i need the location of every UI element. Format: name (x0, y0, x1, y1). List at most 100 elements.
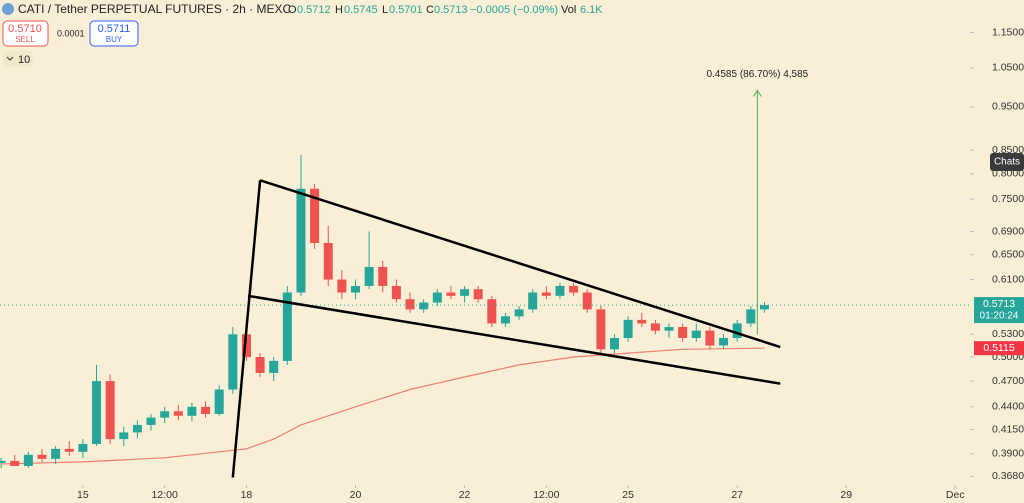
candle-body (637, 319, 647, 324)
candle-body (201, 406, 211, 414)
candle-body (337, 279, 347, 293)
x-tick-label: 15 (77, 489, 89, 501)
sell-label: SELL (15, 35, 35, 44)
candle-body (514, 309, 524, 317)
buy-button[interactable] (89, 20, 139, 47)
spread: 0.0001 (57, 28, 85, 38)
candle-body (64, 448, 74, 452)
candle-body (378, 266, 388, 286)
x-tick-label: 20 (350, 489, 362, 501)
candle-body (282, 292, 292, 361)
candle-body (269, 360, 279, 373)
candle-body (214, 389, 224, 414)
candle-body (528, 292, 538, 310)
change: −0.0005 (−0.09%) (470, 4, 558, 16)
candle-body (609, 337, 619, 350)
l-value: 0.5701 (389, 4, 423, 16)
candle-body (460, 289, 470, 296)
y-tick-label: 0.6100 (992, 273, 1024, 285)
candle-body (10, 460, 20, 466)
candle-body (23, 454, 33, 466)
candle-body (759, 305, 769, 310)
candle-body (432, 292, 442, 303)
indicator-count: 10 (18, 54, 30, 66)
candle-body (500, 316, 510, 324)
y-tick-label: 0.7500 (992, 193, 1024, 205)
candle-body (51, 448, 61, 459)
x-tick-label: Dec (946, 489, 965, 501)
x-tick-label: 22 (459, 489, 471, 501)
candle-body (446, 292, 456, 296)
ema-price-box (974, 341, 1024, 356)
y-tick-label: 1.1500 (992, 26, 1024, 38)
sell-price: 0.5710 (8, 23, 42, 35)
y-tick-label: 0.9500 (992, 101, 1024, 113)
c-value: 0.5713 (434, 4, 468, 16)
candle-body (391, 285, 401, 300)
candle-body (105, 381, 115, 440)
trend-line (259, 179, 781, 349)
y-tick-label: 1.0500 (992, 62, 1024, 74)
y-tick-label: 0.6500 (992, 249, 1024, 261)
y-tick-label: 0.3680 (992, 470, 1024, 482)
candle-body (719, 337, 729, 346)
l-label: L (382, 4, 388, 16)
candle-body (364, 266, 374, 286)
symbol: CATI / Tether PERPETUAL FUTURES · 2h · M… (18, 2, 292, 16)
candle-body (0, 460, 6, 463)
candle-body (664, 327, 674, 331)
last-price-box (974, 297, 1024, 324)
header: CATI / Tether PERPETUAL FUTURES · 2h · M… (2, 2, 603, 67)
vol-value: 6.1K (580, 4, 603, 16)
y-tick-label: 0.4150 (992, 423, 1024, 435)
candle-body (310, 188, 320, 243)
candle-body (541, 292, 551, 296)
x-tick-label: 18 (241, 489, 253, 501)
candle-body (650, 323, 660, 331)
chats-tab[interactable] (990, 153, 1024, 171)
candle-body (487, 299, 497, 324)
indicator-toggle[interactable] (3, 51, 33, 67)
candle-body (37, 454, 47, 459)
ema-price-label: 0.5115 (983, 342, 1014, 354)
candle-body (623, 319, 633, 338)
candle-body (119, 432, 129, 440)
y-tick-label: 0.5300 (992, 328, 1024, 340)
candle-body (296, 188, 306, 293)
candle-body (92, 381, 102, 444)
candle-body (78, 443, 88, 452)
h-label: H (335, 4, 343, 16)
candle-body (173, 411, 183, 416)
y-tick-label: 0.4700 (992, 375, 1024, 387)
candle-body (241, 334, 251, 358)
candle-body (160, 411, 170, 418)
x-tick-label: 12:00 (533, 489, 559, 501)
buy-label: BUY (106, 35, 123, 44)
o-label: O (288, 4, 297, 16)
h-value: 0.5745 (344, 4, 378, 16)
candle-body (405, 299, 415, 310)
candle-body (473, 289, 483, 300)
candle-body (323, 242, 333, 280)
candle-body (732, 323, 742, 338)
candle-body (746, 309, 756, 324)
plot (0, 89, 970, 478)
trend-line (247, 294, 781, 385)
candle-body (228, 334, 238, 390)
candle-body (255, 357, 265, 373)
sell-button[interactable] (2, 20, 49, 47)
trend-line (231, 180, 262, 478)
chats-label: Chats (994, 157, 1020, 168)
candle-body (582, 292, 592, 310)
candle-body (187, 406, 197, 416)
c-label: C (426, 4, 434, 16)
y-tick-label: 0.6900 (992, 225, 1024, 237)
buy-price: 0.5711 (98, 23, 131, 35)
x-tick-label: 25 (622, 489, 634, 501)
last-price-label: 0.5713 (983, 298, 1015, 310)
candle-body (596, 309, 606, 350)
chevron (6, 56, 14, 61)
